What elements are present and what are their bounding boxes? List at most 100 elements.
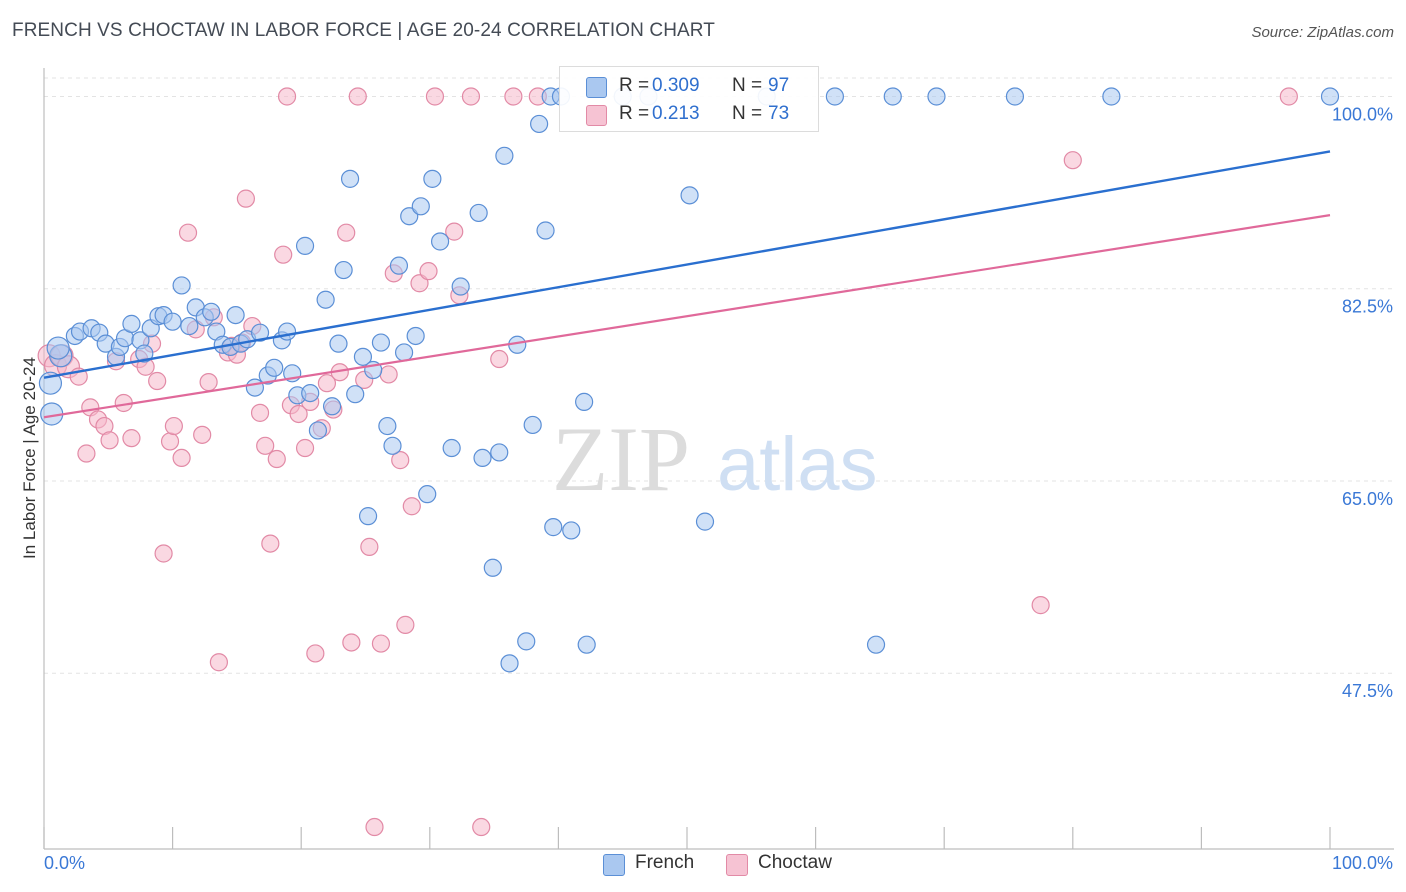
french-point — [122, 314, 141, 333]
choctaw-point — [371, 634, 391, 653]
french-point — [316, 290, 335, 309]
french-point — [226, 305, 245, 325]
legend-swatch-french — [603, 854, 625, 876]
legend-n-value: 73 — [768, 103, 790, 124]
french-point — [265, 358, 284, 377]
legend-swatch-choctaw — [726, 854, 748, 876]
french-point — [406, 326, 425, 346]
choctaw-point — [360, 537, 379, 556]
choctaw-point — [504, 87, 523, 106]
legend-r-value: 0.213 — [652, 103, 700, 124]
choctaw-point — [410, 274, 429, 293]
french-series — [38, 87, 1340, 673]
french-point — [163, 312, 182, 331]
legend-n-value: 97 — [768, 75, 790, 96]
french-point — [562, 521, 581, 540]
choctaw-point — [289, 404, 308, 424]
choctaw-point — [1279, 87, 1298, 106]
choctaw-point — [425, 87, 445, 106]
french-trend-line — [43, 150, 1331, 379]
french-point — [46, 336, 70, 360]
french-point — [490, 443, 509, 462]
french-point — [378, 416, 397, 436]
french-point — [301, 383, 320, 403]
french-point — [353, 347, 373, 366]
choctaw-point — [348, 87, 367, 106]
choctaw-point — [1031, 596, 1050, 615]
french-point — [536, 221, 555, 240]
watermark-atlas: atlas — [717, 422, 878, 507]
choctaw-point — [172, 448, 191, 468]
french-point — [1320, 87, 1340, 106]
choctaw-point — [160, 432, 180, 451]
choctaw-point — [445, 222, 464, 241]
french-point — [825, 87, 844, 106]
french-point — [250, 323, 270, 342]
french-point — [277, 322, 297, 341]
choctaw-point — [391, 451, 410, 470]
french-point — [544, 518, 563, 537]
choctaw-point — [461, 87, 481, 106]
legend-r-label: R = — [619, 103, 650, 124]
french-point — [495, 146, 514, 165]
french-point — [866, 635, 886, 654]
french-point — [575, 392, 594, 411]
choctaw-point — [122, 429, 141, 448]
french-point — [451, 277, 470, 296]
french-point — [245, 378, 265, 397]
choctaw-point — [472, 817, 491, 837]
french-point — [430, 232, 450, 251]
choctaw-point — [337, 223, 356, 242]
series-legend: French Choctaw — [0, 852, 1406, 878]
choctaw-point — [193, 425, 212, 444]
choctaw-point — [209, 653, 228, 672]
french-point — [418, 485, 437, 504]
french-point — [1102, 87, 1121, 106]
french-point — [172, 276, 191, 295]
choctaw-point — [256, 436, 275, 455]
french-point — [371, 333, 391, 352]
choctaw-point — [402, 497, 421, 516]
french-point — [340, 169, 360, 188]
choctaw-point — [379, 365, 398, 384]
choctaw-point — [306, 644, 325, 663]
french-point — [517, 632, 536, 651]
french-point — [400, 207, 419, 226]
choctaw-trend-line — [43, 214, 1331, 419]
choctaw-point — [236, 189, 256, 208]
french-point — [329, 334, 348, 353]
french-point — [389, 256, 409, 275]
french-point — [394, 343, 414, 362]
watermark: ZIP atlas — [552, 408, 878, 510]
french-point — [358, 507, 378, 526]
legend-r-label: R = — [619, 75, 650, 96]
french-point — [500, 654, 519, 673]
french-point — [883, 87, 902, 106]
x-tick-label: 100.0% — [1332, 853, 1393, 873]
french-point — [473, 448, 492, 468]
legend-label-french: French — [635, 852, 695, 873]
choctaw-point — [77, 444, 96, 463]
choctaw-point — [419, 262, 438, 281]
choctaw-point — [274, 245, 293, 264]
french-point — [523, 415, 542, 435]
french-point — [442, 438, 461, 458]
choctaw-point — [250, 403, 270, 422]
source-attribution: Source: ZipAtlas.com — [1251, 24, 1394, 41]
y-tick-label: 65.0% — [1342, 489, 1393, 509]
french-point — [322, 397, 342, 416]
french-point — [483, 558, 502, 577]
choctaw-point — [277, 87, 297, 106]
chart-title: FRENCH VS CHOCTAW IN LABOR FORCE | AGE 2… — [12, 20, 715, 41]
axes — [43, 68, 1394, 850]
watermark-zip: ZIP — [552, 408, 690, 510]
choctaw-point — [267, 449, 286, 469]
french-point — [927, 87, 946, 106]
correlation-legend: R = 0.309 N = 97 R = 0.213 N = 73 — [559, 66, 819, 132]
trend-lines — [43, 150, 1331, 419]
legend-n-label: N = — [732, 75, 763, 96]
choctaw-point — [396, 615, 415, 634]
french-point — [411, 197, 430, 216]
choctaw-point — [178, 223, 198, 242]
